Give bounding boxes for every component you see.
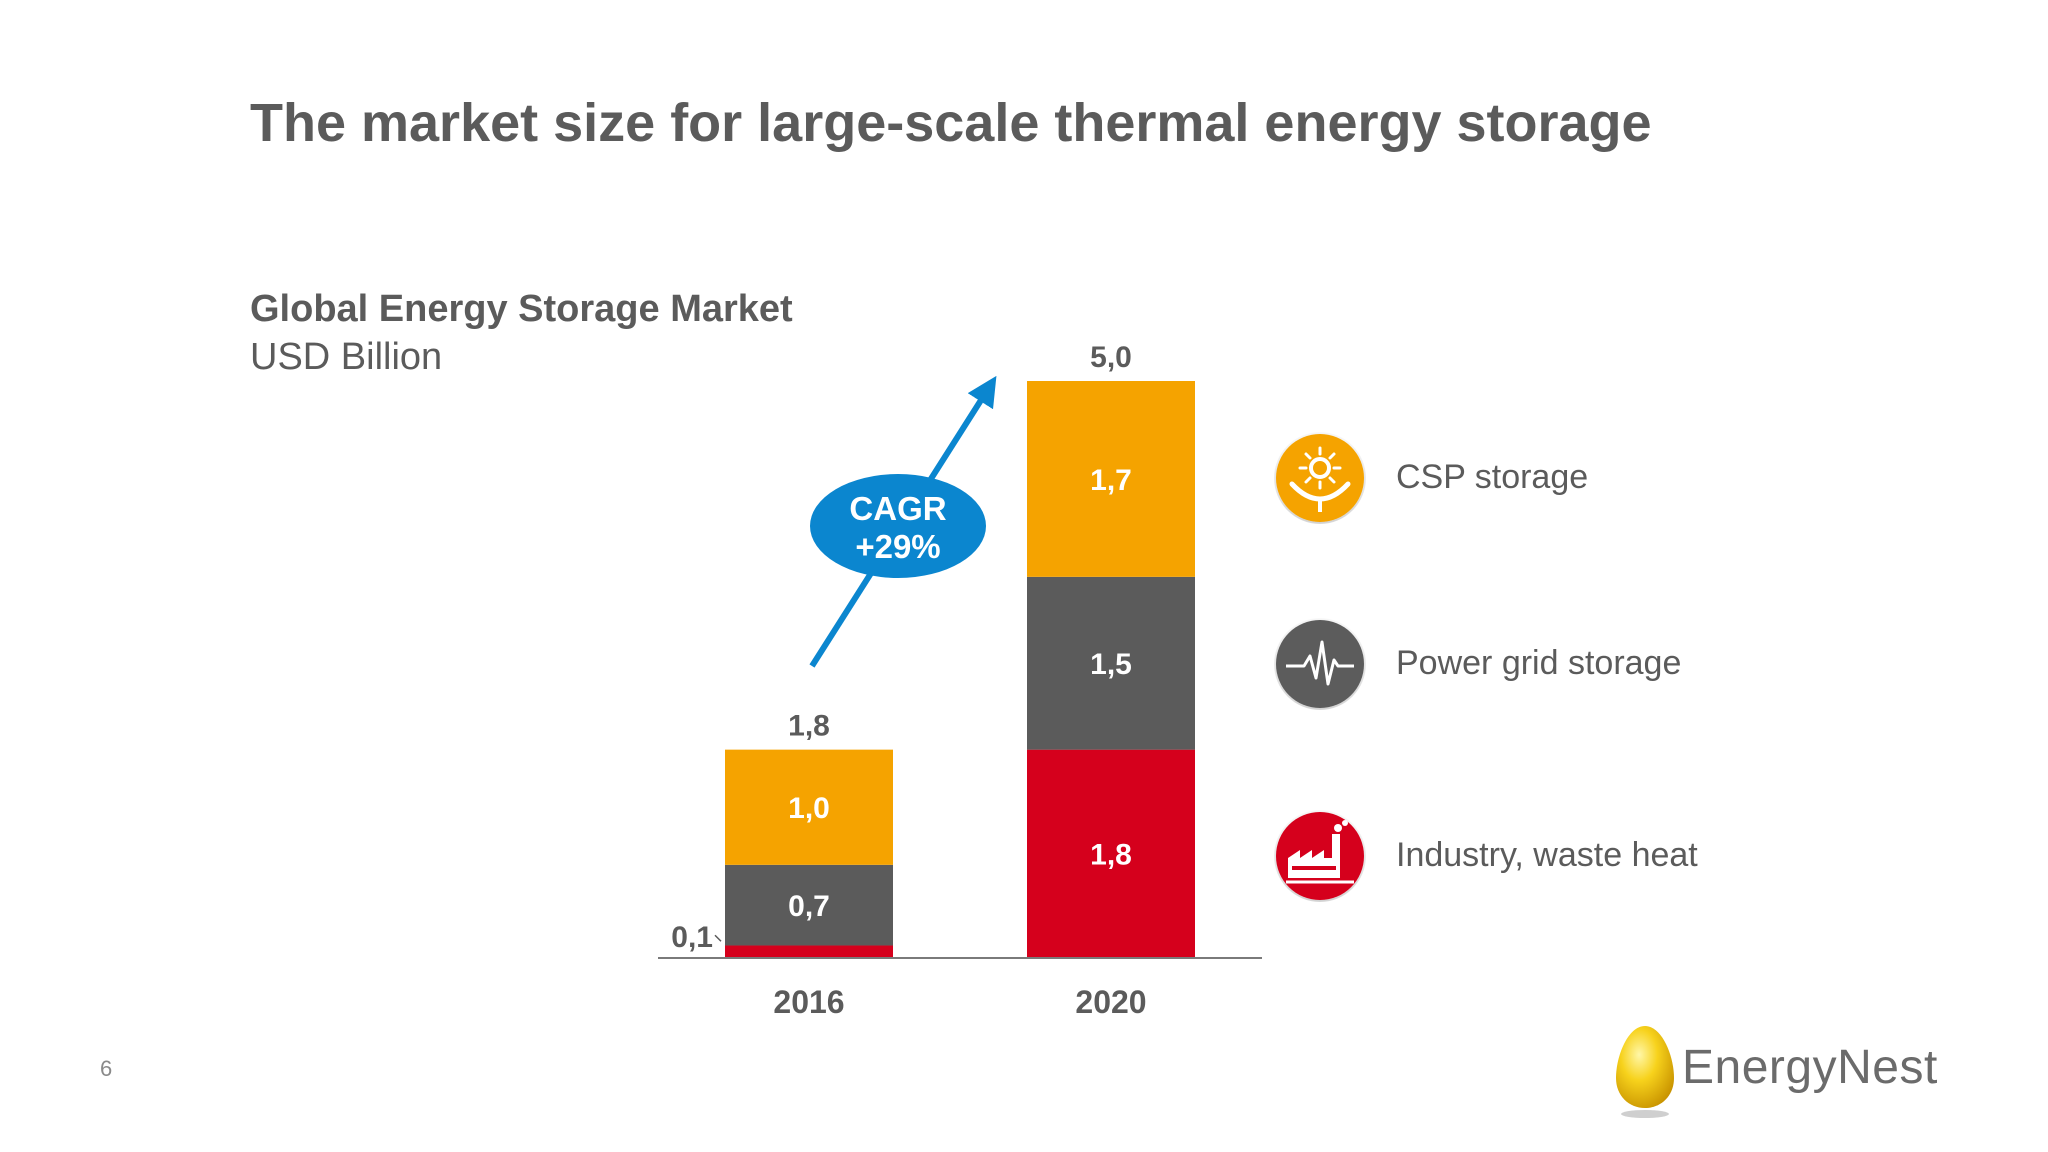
energynest-logo: EnergyNest [1610, 1020, 1940, 1120]
bar-total-label-2020: 5,0 [1090, 341, 1132, 374]
legend-item-power-grid: Power grid storage [1270, 614, 1830, 714]
legend-label-industry: Industry, waste heat [1396, 836, 1698, 874]
slide-title: The market size for large-scale thermal … [250, 93, 1652, 153]
bar-segment-2020-2 [1027, 381, 1195, 577]
sun-dish-icon [1276, 434, 1364, 522]
egg-logo-icon [1616, 1026, 1674, 1118]
legend-label-csp: CSP storage [1396, 458, 1589, 496]
heartbeat-icon [1276, 620, 1364, 708]
legend-label-power-grid: Power grid storage [1396, 644, 1682, 682]
bar-total-label-2016: 1,8 [788, 710, 830, 743]
bar-value-label-2020-2: 1,7 [1090, 464, 1132, 497]
legend-item-csp: CSP storage [1270, 428, 1830, 528]
bar-segment-2020-1 [1027, 576, 1195, 750]
cagr-label: CAGR [849, 490, 946, 527]
bar-value-label-2016-1: 0,7 [788, 890, 830, 923]
bar-segment-2020-0 [1027, 749, 1195, 957]
bar-value-label-2020-0: 1,8 [1090, 838, 1132, 871]
logo-text: EnergyNest [1682, 1041, 1938, 1094]
factory-icon [1276, 812, 1364, 900]
leader-line-2016 [714, 934, 722, 942]
page-number: 6 [100, 1056, 113, 1081]
x-tick-label-2016: 2016 [773, 984, 844, 1020]
chart-title: Global Energy Storage Market [250, 288, 793, 330]
bar-segment-2016-2 [725, 749, 893, 865]
x-tick-label-2020: 2020 [1075, 984, 1146, 1020]
cagr-value: +29% [855, 528, 940, 565]
bar-segment-2016-1 [725, 864, 893, 946]
chart-unit: USD Billion [250, 336, 443, 378]
bar-segment-2016-0 [725, 945, 893, 957]
bar-value-label-2016-2: 1,0 [788, 792, 830, 825]
cagr-bubble [810, 474, 986, 578]
bar-value-label-2020-1: 1,5 [1090, 648, 1132, 681]
bar-value-label-2016-0: 0,1 [671, 921, 713, 954]
legend-item-industry: Industry, waste heat [1270, 806, 1830, 906]
